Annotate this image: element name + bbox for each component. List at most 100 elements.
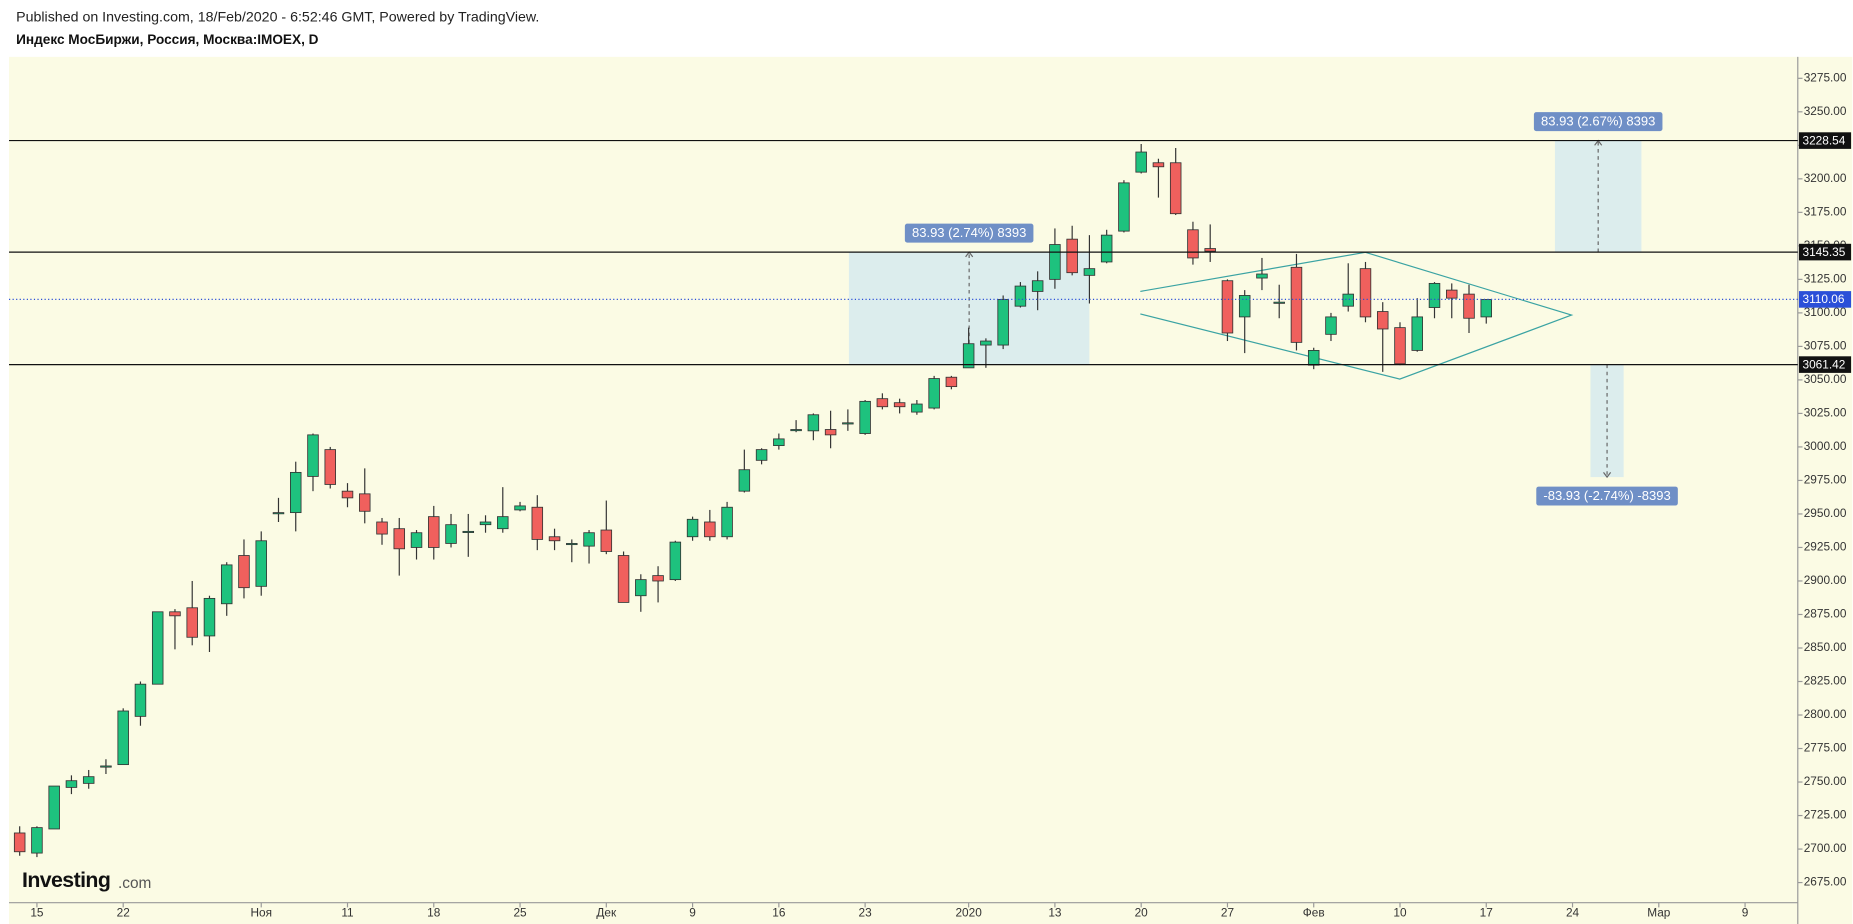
y-tick-label: 2700.00 <box>1804 841 1847 855</box>
x-tick-label: Дек <box>596 905 617 919</box>
candle-body <box>220 564 233 605</box>
candle-body <box>1135 151 1147 173</box>
label-layer: 83.93 (2.74%) 8393 83.93 (2.67%) 8393 -83.… <box>904 112 1852 506</box>
x-tick-label: 22 <box>117 905 130 919</box>
candle-body <box>790 429 802 432</box>
measure-label-box <box>1533 112 1663 132</box>
logo-brand: Investing <box>22 868 110 892</box>
candle-body <box>1100 234 1113 263</box>
candle-body <box>324 449 336 485</box>
candle-body <box>497 516 509 530</box>
measure-label: -83.93 (-2.74%) -8393 <box>1543 488 1670 503</box>
candle-body <box>1014 285 1027 307</box>
x-tick-label: 11 <box>341 905 353 919</box>
candle-layer: 2675.00 2700.00 2725.00 2750.00 2775.00 2800.… <box>9 70 1847 919</box>
candle-body <box>1066 238 1078 274</box>
measure-label-box <box>1536 486 1678 506</box>
level-label: 3145.35 <box>1803 245 1846 259</box>
x-tick-label: 27 <box>1221 905 1234 919</box>
candle-body <box>82 776 95 784</box>
candle-body <box>289 471 302 514</box>
x-tick-label: 16 <box>772 905 786 919</box>
level-label-box <box>1798 132 1852 149</box>
candle-body <box>1221 280 1234 334</box>
y-tick-label: 2675.00 <box>1804 875 1847 889</box>
candle-body <box>1238 295 1251 318</box>
candle-body <box>807 414 820 432</box>
candle-body <box>1290 266 1303 343</box>
candle-body <box>445 524 457 544</box>
candle-body <box>410 532 423 548</box>
candle-body <box>755 449 768 461</box>
level-label: 3228.54 <box>1803 133 1846 147</box>
candle-body <box>117 710 129 766</box>
x-tick-label: 2020 <box>955 905 982 919</box>
y-tick-label: 3025.00 <box>1804 406 1847 420</box>
y-tick-label: 3000.00 <box>1804 439 1847 453</box>
y-tick-label: 2825.00 <box>1804 674 1847 688</box>
candle-body <box>980 340 992 346</box>
candle-body <box>928 378 940 409</box>
candle-body <box>721 506 733 538</box>
measure-arrowhead <box>1603 472 1612 479</box>
level-label: 3061.42 <box>1803 357 1846 371</box>
level-label-box <box>1798 356 1852 373</box>
candle-body <box>31 827 43 854</box>
x-tick-label: 25 <box>513 905 527 919</box>
candle-body <box>169 611 181 617</box>
candle-body <box>583 532 595 547</box>
candle-body <box>393 528 406 550</box>
candle-body <box>738 469 751 492</box>
y-tick-label: 2925.00 <box>1804 540 1847 554</box>
logo-suffix: .com <box>118 875 151 892</box>
candle-body <box>1446 289 1458 299</box>
y-tick-label: 2975.00 <box>1804 473 1847 487</box>
x-tick-label: 9 <box>1742 905 1749 919</box>
candle-body <box>134 683 147 717</box>
candle-body <box>514 505 526 511</box>
x-tick-label: 10 <box>1393 905 1407 919</box>
x-tick-label: 13 <box>1048 905 1062 919</box>
candle-body <box>428 516 440 548</box>
x-tick-label: 24 <box>1566 905 1580 919</box>
candle-body <box>1411 316 1423 351</box>
candle-body <box>13 832 26 853</box>
candle-body <box>1359 268 1372 318</box>
x-tick-label: Фев <box>1303 905 1325 919</box>
candle-body <box>669 541 682 581</box>
candle-body <box>652 575 664 582</box>
candle-body <box>1204 248 1216 252</box>
y-tick-label: 3275.00 <box>1804 70 1847 84</box>
y-tick-label: 3075.00 <box>1804 339 1847 353</box>
candle-body <box>773 438 785 447</box>
candle-body <box>376 521 388 535</box>
y-tick-label: 3200.00 <box>1804 171 1847 185</box>
y-tick-label: 3125.00 <box>1804 271 1847 285</box>
candle-body <box>1428 282 1441 308</box>
candle-body <box>1152 162 1165 168</box>
y-tick-label: 2850.00 <box>1804 640 1847 654</box>
y-tick-label: 2950.00 <box>1804 506 1847 520</box>
candle-body <box>1187 229 1199 259</box>
x-tick-label: 20 <box>1135 905 1149 919</box>
candle-body <box>307 434 319 477</box>
y-tick-label: 2775.00 <box>1804 741 1847 755</box>
candle-body <box>100 765 112 768</box>
candle-body <box>997 299 1009 346</box>
candle-body <box>462 530 475 533</box>
candle-body <box>600 529 613 552</box>
candle-body <box>186 607 198 638</box>
measure-label: 83.93 (2.67%) 8393 <box>1541 114 1655 129</box>
candle-body <box>1307 350 1320 366</box>
candle-body <box>65 780 78 788</box>
x-tick-label: 18 <box>427 905 441 919</box>
candle-body <box>876 398 889 408</box>
y-tick-label: 3050.00 <box>1804 372 1847 386</box>
symbol-title: Индекс МосБиржи, Россия, Москва:IMOEX, D <box>16 32 319 47</box>
candle-body <box>1394 327 1406 365</box>
y-tick-label: 3100.00 <box>1804 305 1847 319</box>
x-tick-label: 23 <box>859 905 873 919</box>
candle-body <box>1118 182 1130 232</box>
candle-body <box>341 490 354 499</box>
